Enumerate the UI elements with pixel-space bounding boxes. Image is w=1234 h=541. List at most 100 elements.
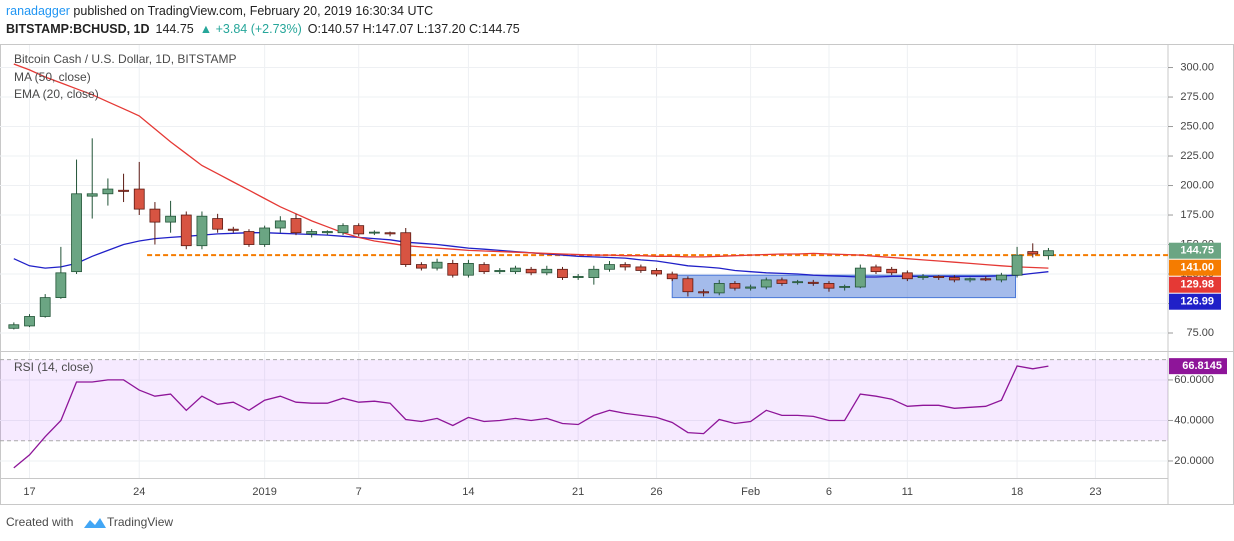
candle-body xyxy=(39,297,51,317)
legend-entry: EMA (20, close) xyxy=(14,87,99,101)
legend-entry: MA (50, close) xyxy=(14,70,91,84)
candle-body xyxy=(55,272,67,299)
candle-body xyxy=(102,188,114,195)
candle-body xyxy=(760,279,772,288)
candle-body xyxy=(588,268,600,278)
price-label: 126.99 xyxy=(1180,296,1214,308)
price-label-box xyxy=(1169,242,1221,259)
price-label-box xyxy=(1169,259,1221,276)
value-label-box xyxy=(1169,358,1227,375)
candle-body xyxy=(290,218,302,234)
y-tick-label: 300.00 xyxy=(1180,61,1214,73)
candle-body xyxy=(212,218,224,230)
candle-body xyxy=(948,277,960,281)
y-tick-label: 60.0000 xyxy=(1174,374,1214,386)
candle-body xyxy=(917,275,929,278)
candle-body xyxy=(651,270,662,275)
candle-body xyxy=(839,286,851,288)
candle-body xyxy=(368,231,380,234)
grid xyxy=(0,45,1173,478)
legend-entry: RSI (14, close) xyxy=(14,360,93,374)
candle-body xyxy=(996,274,1007,281)
candle-body xyxy=(901,272,913,280)
price-label: 141.00 xyxy=(1180,262,1214,274)
symbol-line: BITSTAMP:BCHUSD, 1D 144.75 ▲ +3.84 (+2.73%… xyxy=(6,22,520,36)
candle-body xyxy=(933,275,945,278)
candle-body xyxy=(71,193,82,273)
x-tick-label: 2019 xyxy=(252,486,276,498)
header-line: ranadagger published on TradingView.com,… xyxy=(6,4,433,18)
candle-body xyxy=(807,281,819,284)
candle-body xyxy=(792,281,804,284)
candle-body xyxy=(1043,250,1054,257)
candle-body xyxy=(745,286,756,289)
candle-body xyxy=(698,291,709,294)
candle-body xyxy=(384,232,396,235)
candle-body xyxy=(321,231,333,234)
x-tick-label: Feb xyxy=(741,486,760,498)
candle-body xyxy=(149,208,161,223)
candle-body xyxy=(133,188,145,210)
candle-body xyxy=(353,225,365,235)
candle-body xyxy=(227,228,239,231)
candle-body xyxy=(854,267,866,288)
y-tick-label: 175.00 xyxy=(1180,209,1214,221)
logo xyxy=(84,518,106,528)
candle-body xyxy=(823,283,835,289)
candle-body xyxy=(604,264,615,270)
candle-body xyxy=(980,278,992,281)
candle-body xyxy=(431,261,443,269)
x-tick-label: 24 xyxy=(133,486,145,498)
x-tick-label: 14 xyxy=(462,486,474,498)
candle-body xyxy=(729,283,741,289)
footer-brand[interactable]: TradingView xyxy=(107,515,173,529)
candle-body xyxy=(886,268,898,274)
y-tick-label: 200.00 xyxy=(1180,179,1214,191)
candle-body xyxy=(1011,254,1023,276)
candle-body xyxy=(8,324,20,329)
labels: Bitcoin Cash / U.S. Dollar, 1D, BITSTAMP… xyxy=(14,52,1227,498)
x-tick-label: 23 xyxy=(1089,486,1101,498)
x-tick-label: 6 xyxy=(826,486,832,498)
candle-body xyxy=(1027,251,1039,255)
x-tick-label: 21 xyxy=(572,486,584,498)
candle-body xyxy=(180,214,192,247)
candle-body xyxy=(541,268,553,274)
chart-title: Bitcoin Cash / U.S. Dollar, 1D, BITSTAMP xyxy=(14,52,237,66)
candle-body xyxy=(24,316,35,327)
candle-body xyxy=(635,266,647,271)
candle-body xyxy=(165,215,176,223)
y-tick-label: 225.00 xyxy=(1180,150,1214,162)
candle-body xyxy=(86,193,98,197)
x-tick-label: 7 xyxy=(356,486,362,498)
y-tick-label: 75.00 xyxy=(1186,327,1214,339)
value-label: 66.8145 xyxy=(1182,360,1222,372)
candle-body xyxy=(870,266,882,273)
x-tick-label: 17 xyxy=(23,486,35,498)
candle-body xyxy=(478,264,490,273)
footer-text: Created with xyxy=(6,515,73,529)
price-label-box xyxy=(1169,276,1221,293)
candle-body xyxy=(494,270,506,273)
y-tick-label: 40.0000 xyxy=(1174,414,1214,426)
candle-body xyxy=(666,273,678,280)
candle-body xyxy=(557,268,568,278)
user[interactable]: ranadagger xyxy=(6,4,70,18)
x-tick-label: 18 xyxy=(1011,486,1023,498)
candle-body xyxy=(463,262,474,276)
candle-body xyxy=(619,264,631,268)
candle-body xyxy=(776,279,788,284)
y-tick-label: 20.0000 xyxy=(1174,455,1214,467)
candle-body xyxy=(572,275,584,278)
candle-body xyxy=(259,227,271,245)
candle-body xyxy=(713,283,725,294)
candle-body xyxy=(964,278,976,281)
last: 144.75 xyxy=(156,22,194,36)
x-tick-label: 11 xyxy=(902,486,913,498)
candle-body xyxy=(306,231,318,235)
published: published on TradingView.com, February 2… xyxy=(70,4,433,18)
ohlc: O:140.57 H:147.07 L:137.20 C:144.75 xyxy=(308,22,520,36)
footer: Created with TradingView xyxy=(6,515,173,529)
marks xyxy=(0,63,1168,469)
candle-body xyxy=(196,215,208,247)
